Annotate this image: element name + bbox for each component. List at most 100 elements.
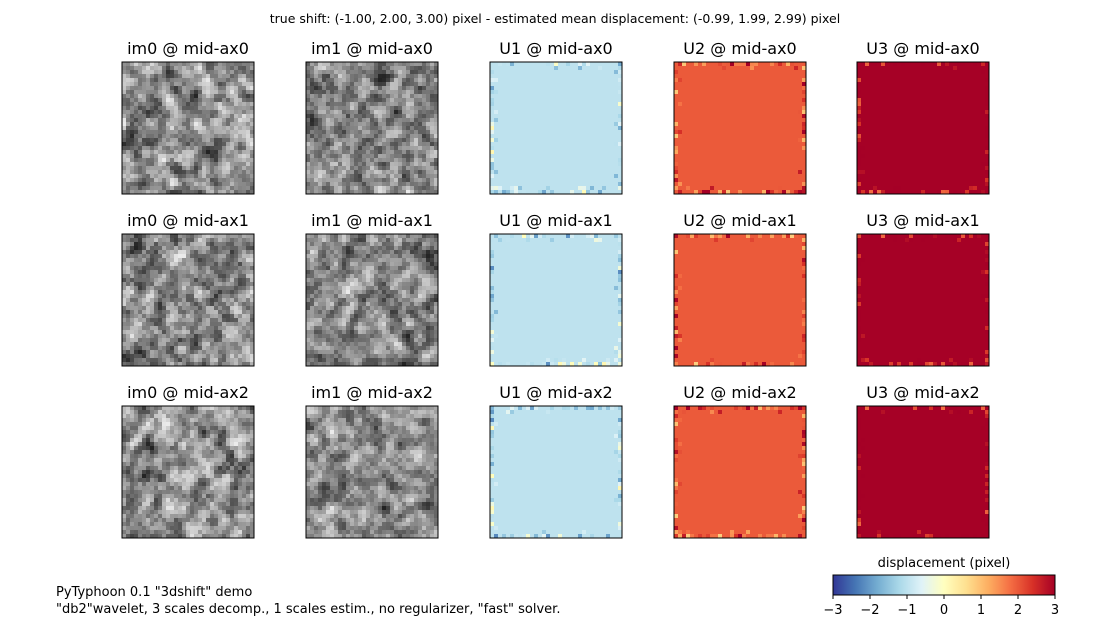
cell xyxy=(885,118,890,123)
cell xyxy=(618,138,623,143)
cell xyxy=(985,70,990,75)
pixel xyxy=(426,186,431,191)
pixel xyxy=(182,158,187,163)
pixel xyxy=(386,94,391,99)
cell xyxy=(933,126,938,131)
cell xyxy=(686,90,691,95)
pixel xyxy=(150,78,155,83)
pixel xyxy=(182,142,187,147)
cell xyxy=(925,134,930,139)
cell xyxy=(802,98,807,103)
pixel xyxy=(326,66,331,71)
cell xyxy=(490,134,495,139)
cell xyxy=(977,66,982,71)
pixel xyxy=(154,174,159,179)
pixel xyxy=(430,174,435,179)
pixel xyxy=(162,182,167,187)
cell xyxy=(510,166,515,171)
cell xyxy=(498,74,503,79)
cell xyxy=(506,154,511,159)
cell xyxy=(893,134,898,139)
cell xyxy=(933,82,938,87)
cell xyxy=(869,106,874,111)
pixel xyxy=(126,174,131,179)
cell xyxy=(730,82,735,87)
cell xyxy=(526,98,531,103)
cell xyxy=(526,154,531,159)
cell xyxy=(901,122,906,127)
pixel xyxy=(346,70,351,75)
cell xyxy=(682,122,687,127)
cell xyxy=(722,74,727,79)
pixel xyxy=(322,82,327,87)
pixel xyxy=(338,186,343,191)
pixel xyxy=(198,126,203,131)
cell xyxy=(909,118,914,123)
cell xyxy=(502,150,507,155)
pixel xyxy=(250,174,255,179)
cell xyxy=(582,126,587,131)
pixel xyxy=(382,70,387,75)
cell xyxy=(510,134,515,139)
pixel xyxy=(374,138,379,143)
pixel xyxy=(210,98,215,103)
cell xyxy=(674,94,679,99)
cell xyxy=(770,150,775,155)
cell xyxy=(522,150,527,155)
cell xyxy=(746,106,751,111)
cell xyxy=(558,82,563,87)
pixel xyxy=(406,146,411,151)
cell xyxy=(566,182,571,187)
cell xyxy=(762,66,767,71)
cell xyxy=(574,154,579,159)
pixel xyxy=(326,142,331,147)
pixel xyxy=(186,122,191,127)
cell xyxy=(973,122,978,127)
cell xyxy=(546,130,551,135)
pixel xyxy=(346,86,351,91)
cell xyxy=(754,114,759,119)
cell xyxy=(734,98,739,103)
pixel xyxy=(150,158,155,163)
pixel xyxy=(186,94,191,99)
pixel xyxy=(386,178,391,183)
cell xyxy=(913,122,918,127)
cell xyxy=(977,78,982,83)
cell xyxy=(917,102,922,107)
pixel xyxy=(310,62,315,67)
pixel xyxy=(418,98,423,103)
pixel xyxy=(186,70,191,75)
cell xyxy=(578,66,583,71)
pixel xyxy=(226,70,231,75)
cell xyxy=(925,90,930,95)
pixel xyxy=(230,130,235,135)
pixel xyxy=(190,130,195,135)
cell xyxy=(546,178,551,183)
pixel xyxy=(250,182,255,187)
cell xyxy=(710,122,715,127)
cell xyxy=(530,166,535,171)
cell xyxy=(770,102,775,107)
pixel xyxy=(230,138,235,143)
pixel xyxy=(322,114,327,119)
cell xyxy=(790,146,795,151)
pixel xyxy=(378,190,383,195)
pixel xyxy=(194,174,199,179)
pixel xyxy=(210,178,215,183)
pixel xyxy=(170,122,175,127)
pixel xyxy=(378,86,383,91)
pixel xyxy=(222,66,227,71)
cell xyxy=(969,102,974,107)
cell xyxy=(949,98,954,103)
cell xyxy=(977,86,982,91)
pixel xyxy=(134,78,139,83)
pixel xyxy=(166,134,171,139)
pixel xyxy=(202,170,207,175)
cell xyxy=(594,94,599,99)
cell xyxy=(502,178,507,183)
cell xyxy=(694,146,699,151)
cell xyxy=(973,74,978,79)
cell xyxy=(738,102,743,107)
cell xyxy=(782,146,787,151)
cell xyxy=(734,66,739,71)
